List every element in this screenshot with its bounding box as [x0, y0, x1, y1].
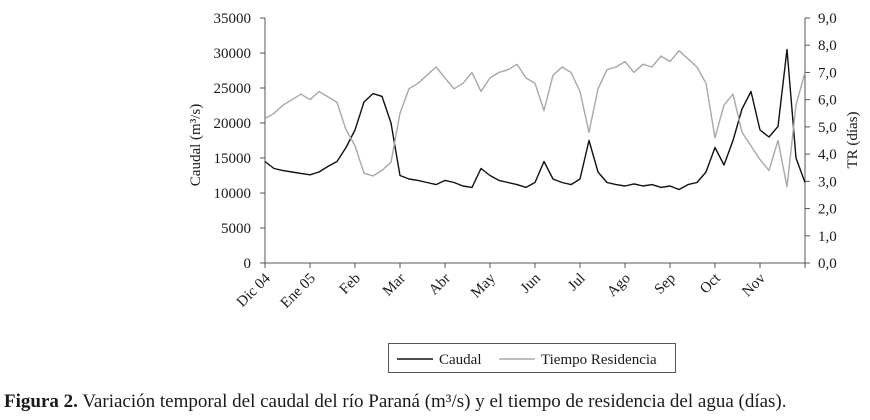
- x-tick-label: Mar: [380, 271, 409, 300]
- y-right-tick-label: 2,0: [818, 202, 837, 218]
- y-left-tick-label: 0: [244, 256, 252, 272]
- figure-caption: Figura 2. Variación temporal del caudal …: [4, 391, 787, 413]
- x-tick-label: Nov: [739, 270, 769, 300]
- y-left-tick-label: 15000: [214, 151, 252, 167]
- y-left-tick-label: 20000: [214, 116, 252, 132]
- x-tick-label: Oct: [697, 270, 724, 297]
- y-right-tick-label: 6,0: [818, 93, 837, 109]
- y-left-tick-label: 35000: [214, 11, 252, 27]
- y-right-tick-label: 4,0: [818, 147, 837, 163]
- x-tick-label: Jul: [565, 271, 589, 295]
- x-tick-label: Ene 05: [278, 271, 319, 312]
- y-axis-right-label: TR (días): [845, 111, 861, 168]
- series-line-tiempo-residencia: [264, 50, 806, 188]
- legend-label-tiempo-residencia: Tiempo Residencia: [541, 352, 657, 368]
- x-tick-label: Dic 04: [234, 270, 274, 310]
- legend: Caudal Tiempo Residencia: [388, 343, 676, 373]
- y-right-tick-label: 1,0: [818, 229, 837, 245]
- x-tick-label: Feb: [337, 271, 364, 298]
- series-lines: [264, 48, 806, 191]
- y-left-tick-label: 10000: [214, 186, 252, 202]
- legend-label-caudal: Caudal: [439, 352, 482, 368]
- tick-labels: 0 5000 10000 15000 20000 25000 30000 35000 0,0 1,…: [214, 11, 837, 312]
- x-tick-label: Sep: [652, 271, 679, 298]
- y-right-tick-label: 9,0: [818, 11, 837, 27]
- y-left-tick-label: 25000: [214, 81, 252, 97]
- y-left-tick-label: 30000: [214, 46, 252, 62]
- x-tick-label: Ago: [604, 271, 634, 301]
- y-right-tick-label: 0,0: [818, 256, 837, 272]
- series-line-caudal: [264, 48, 806, 191]
- caption-text: Variación temporal del caudal del río Pa…: [82, 391, 787, 412]
- axes: [260, 17, 810, 268]
- legend-box: Caudal Tiempo Residencia: [397, 352, 657, 368]
- y-right-tick-label: 3,0: [818, 174, 837, 190]
- y-right-tick-label: 5,0: [818, 120, 837, 136]
- y-right-tick-label: 7,0: [818, 65, 837, 81]
- y-axis-left-label: Caudal (m³/s): [188, 104, 204, 186]
- x-tick-label: Jun: [518, 270, 544, 296]
- y-left-tick-label: 5000: [221, 221, 251, 237]
- caption-label: Figura 2.: [4, 391, 78, 412]
- x-tick-label: May: [468, 270, 499, 301]
- x-tick-label: Abr: [426, 271, 454, 299]
- y-right-tick-label: 8,0: [818, 38, 837, 54]
